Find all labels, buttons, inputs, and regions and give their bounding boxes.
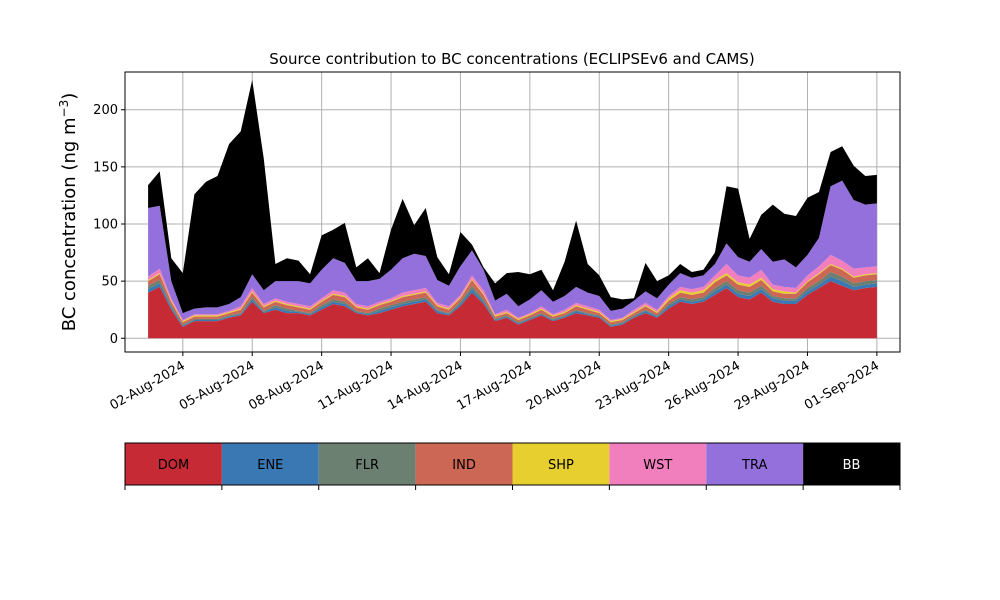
legend-swatch-ene	[221, 443, 319, 485]
legend-label-flr: FLR	[355, 458, 379, 473]
y-tick-label: 150	[93, 160, 118, 175]
stacked-areas	[148, 80, 877, 339]
y-axis-label-superscript: −3	[57, 100, 71, 118]
legend-swatch-ind	[415, 443, 513, 485]
legend-colorbar: DOM ENE FLR IND SHP WST TRA BB	[124, 442, 901, 490]
area-series-tra	[148, 180, 877, 320]
x-tick-label: 17-Aug-2024	[455, 358, 535, 413]
plot-frame	[124, 71, 901, 353]
legend-label-dom: DOM	[158, 458, 189, 473]
x-axis: 02-Aug-202405-Aug-202408-Aug-202411-Aug-…	[107, 352, 882, 414]
area-series-bb	[148, 80, 877, 314]
legend-swatch-bb	[803, 443, 900, 485]
x-tick-label: 01-Sep-2024	[802, 358, 882, 413]
area-series-dom	[148, 281, 877, 339]
legend-swatch-shp	[512, 443, 610, 485]
x-tick-label: 29-Aug-2024	[732, 358, 812, 413]
x-tick-label: 02-Aug-2024	[107, 358, 187, 413]
y-axis: 0 50 100 150 200	[93, 103, 125, 347]
x-tick-label: 05-Aug-2024	[177, 358, 257, 413]
y-tick-label: 0	[110, 332, 118, 347]
x-tick-label: 11-Aug-2024	[316, 358, 396, 413]
legend-swatch-dom	[125, 443, 222, 485]
x-tick-label: 14-Aug-2024	[385, 358, 465, 413]
legend-label-shp: SHP	[548, 458, 574, 473]
y-tick-label: 100	[93, 218, 118, 233]
y-axis-label-text: BC concentration (ng m	[59, 117, 80, 331]
legend-label-wst: WST	[643, 458, 672, 473]
x-tick-label: 20-Aug-2024	[524, 358, 604, 413]
chart-title: Source contribution to BC concentrations…	[269, 50, 754, 68]
legend-label-ene: ENE	[257, 458, 283, 473]
legend-swatch-flr	[318, 443, 416, 485]
legend-swatch-wst	[609, 443, 707, 485]
x-tick-label: 26-Aug-2024	[663, 358, 743, 413]
legend-label-ind: IND	[452, 458, 476, 473]
legend-label-tra: TRA	[741, 458, 767, 473]
y-tick-label: 50	[101, 275, 118, 290]
x-tick-label: 08-Aug-2024	[246, 358, 326, 413]
x-tick-label: 23-Aug-2024	[593, 358, 673, 413]
legend-label-bb: BB	[843, 458, 861, 473]
y-axis-label: BC concentration (ng m−3)	[57, 93, 80, 332]
y-axis-label-close: )	[59, 93, 80, 100]
y-tick-label: 200	[93, 103, 118, 118]
legend-swatch-tra	[706, 443, 804, 485]
